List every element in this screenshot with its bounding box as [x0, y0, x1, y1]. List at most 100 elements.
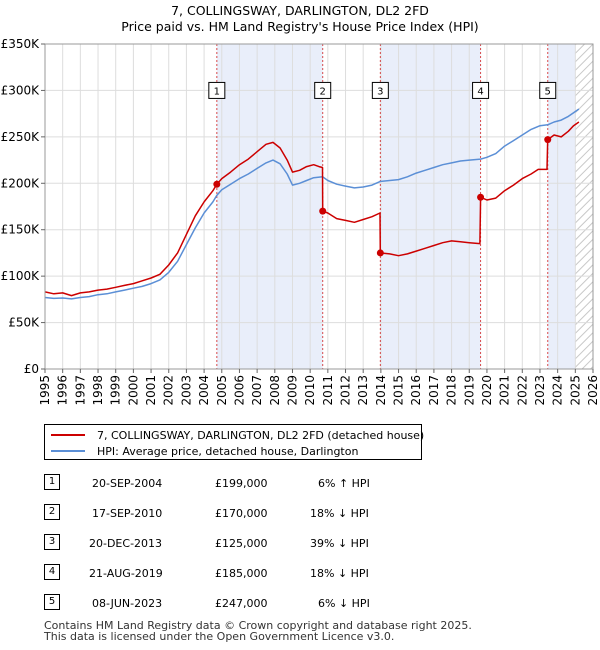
sale-delta: 6% ↑ HPI	[318, 477, 370, 490]
sale-badge: 4	[44, 564, 60, 580]
sale-marker-box	[539, 81, 557, 99]
sale-badge: 3	[44, 534, 60, 550]
sale-date: 20-DEC-2013	[89, 537, 163, 550]
sale-price: £125,000	[215, 537, 268, 550]
x-tick-label: 2022	[515, 375, 529, 406]
sale-point	[213, 180, 221, 188]
sale-marker-box	[208, 81, 226, 99]
sale-row: 2 17-SEP-2010 £170,000 18% ↓ HPI	[0, 504, 600, 524]
sale-row: 5 08-JUN-2023 £247,000 6% ↓ HPI	[0, 594, 600, 614]
plot-frame	[44, 43, 594, 370]
y-tick-label: £100K	[1, 269, 41, 283]
chart-title-line1: 7, COLLINGSWAY, DARLINGTON, DL2 2FD	[171, 3, 429, 18]
x-tick-label: 2016	[409, 375, 423, 406]
x-tick-label: 1999	[109, 375, 123, 406]
y-tick-label: £200K	[1, 176, 41, 190]
sale-marker-label: 2	[320, 86, 326, 97]
x-tick-label: 2018	[445, 375, 459, 406]
x-tick-label: 2019	[462, 375, 476, 406]
footer: Contains HM Land Registry data © Crown c…	[44, 620, 472, 642]
sale-date: 17-SEP-2010	[92, 507, 163, 520]
legend-item-property: 7, COLLINGSWAY, DARLINGTON, DL2 2FD (det…	[51, 427, 424, 443]
chart-title: 7, COLLINGSWAY, DARLINGTON, DL2 2FD Pric…	[0, 3, 600, 35]
x-tick-label: 2005	[215, 375, 229, 406]
sale-date: 08-JUN-2023	[92, 597, 163, 610]
sale-period-band	[216, 44, 323, 369]
sale-price: £185,000	[215, 567, 268, 580]
x-tick-label: 2007	[250, 375, 264, 406]
chart-legend: 7, COLLINGSWAY, DARLINGTON, DL2 2FD (det…	[44, 424, 424, 460]
legend-label-property: 7, COLLINGSWAY, DARLINGTON, DL2 2FD (det…	[97, 428, 425, 442]
price-chart: 1 2 3 4 5 £0 £50K £100K £150K £200K £250K £300K £35…	[1, 37, 600, 406]
sale-badge: 5	[44, 594, 60, 610]
forecast-hatch	[575, 44, 593, 369]
x-tick-label: 1996	[56, 375, 70, 406]
legend-swatch-hpi	[51, 450, 85, 452]
sale-date: 20-SEP-2004	[92, 477, 163, 490]
sale-row: 4 21-AUG-2019 £185,000 18% ↓ HPI	[0, 564, 600, 584]
x-tick-label: 2001	[144, 375, 158, 406]
sale-marker-box	[472, 81, 490, 99]
x-tick-label: 2015	[392, 375, 406, 406]
hpi-line	[44, 108, 580, 300]
y-tick-label: £250K	[1, 130, 41, 144]
x-tick-label: 2012	[339, 375, 353, 406]
x-tick-label: 1997	[73, 375, 87, 406]
x-tick-label: 2013	[356, 375, 370, 406]
sale-marker-label: 4	[477, 86, 483, 97]
x-tick-label: 2003	[179, 375, 193, 406]
footer-copyright: Contains HM Land Registry data © Crown c…	[44, 619, 472, 632]
x-tick-label: 2024	[551, 375, 565, 406]
property-price-line	[44, 121, 580, 297]
sale-delta: 18% ↓ HPI	[310, 507, 369, 520]
sale-point	[477, 193, 485, 201]
x-tick-label: 2009	[285, 375, 299, 406]
sale-point	[376, 249, 384, 257]
sale-badge: 1	[44, 474, 60, 490]
sale-marker-box	[314, 81, 332, 99]
legend-swatch-property	[51, 434, 85, 436]
x-tick-label: 2023	[533, 375, 547, 406]
sale-point	[544, 136, 552, 144]
x-tick-label: 2000	[126, 375, 140, 406]
x-tick-label: 1998	[91, 375, 105, 406]
sale-badge: 2	[44, 504, 60, 520]
x-tick-label: 2021	[498, 375, 512, 406]
x-tick-label: 2017	[427, 375, 441, 406]
y-tick-label: £350K	[1, 37, 41, 51]
sale-price: £170,000	[215, 507, 268, 520]
sale-row: 1 20-SEP-2004 £199,000 6% ↑ HPI	[0, 474, 600, 494]
x-tick-label: 2026	[586, 375, 600, 406]
sale-delta: 6% ↓ HPI	[318, 597, 370, 610]
sale-price: £199,000	[215, 477, 268, 490]
legend-item-hpi: HPI: Average price, detached house, Darl…	[51, 443, 358, 459]
y-tick-label: £300K	[1, 83, 41, 97]
x-tick-label: 2011	[321, 375, 335, 406]
sale-row: 3 20-DEC-2013 £125,000 39% ↓ HPI	[0, 534, 600, 554]
x-tick-label: 2010	[303, 375, 317, 406]
sale-marker-box	[371, 81, 389, 99]
x-tick-label: 2002	[162, 375, 176, 406]
y-tick-label: £50K	[8, 316, 40, 330]
x-tick-label: 2020	[480, 375, 494, 406]
sale-point	[319, 207, 327, 215]
sale-date: 21-AUG-2019	[89, 567, 163, 580]
sale-marker-label: 5	[545, 86, 551, 97]
x-tick-label: 2025	[568, 375, 582, 406]
y-tick-label: £150K	[1, 223, 41, 237]
legend-label-hpi: HPI: Average price, detached house, Darl…	[97, 444, 359, 458]
footer-license: This data is licensed under the Open Gov…	[44, 630, 395, 643]
sale-delta: 39% ↓ HPI	[310, 537, 369, 550]
sale-delta: 18% ↓ HPI	[310, 567, 369, 580]
chart-title-line2: Price paid vs. HM Land Registry's House …	[121, 19, 479, 34]
x-tick-label: 2006	[232, 375, 246, 406]
y-tick-label: £0	[24, 362, 39, 376]
x-tick-label: 1995	[38, 375, 52, 406]
x-tick-label: 2014	[374, 375, 388, 406]
x-tick-label: 2008	[268, 375, 282, 406]
sale-marker-label: 3	[377, 86, 383, 97]
sale-period-band	[380, 44, 481, 369]
sale-price: £247,000	[215, 597, 268, 610]
sale-marker-label: 1	[214, 86, 220, 97]
x-tick-label: 2004	[197, 375, 211, 406]
